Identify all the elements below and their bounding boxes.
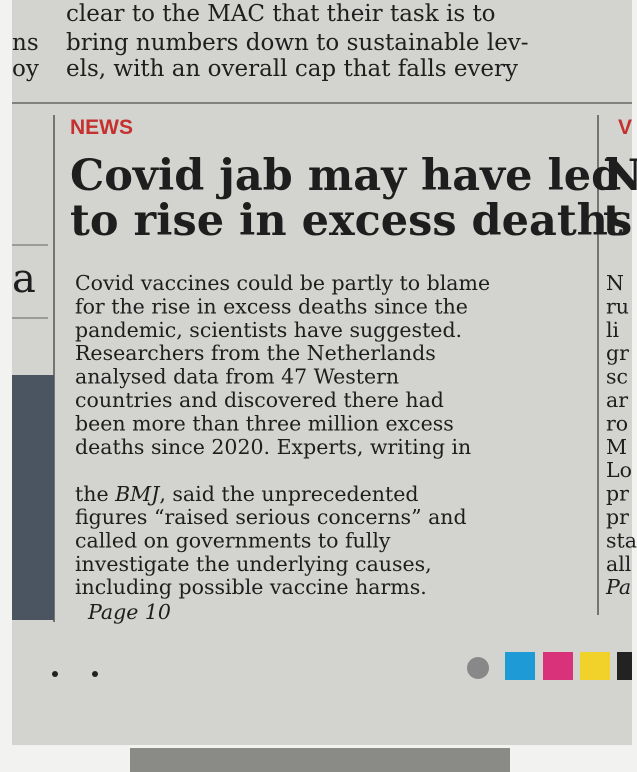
color-bar	[543, 652, 573, 680]
fragment: sta	[606, 528, 637, 552]
fragment: V	[618, 116, 632, 139]
fragment: oy	[12, 56, 39, 82]
body-line: been more than three million excess	[75, 411, 454, 435]
fragment: a	[12, 256, 36, 302]
fragment: sc	[606, 365, 628, 389]
dot	[52, 671, 58, 677]
body-line: Covid vaccines could be partly to blame	[75, 271, 490, 295]
fragment: Pa	[605, 575, 631, 599]
fence	[130, 748, 510, 772]
fragment: Lo	[606, 458, 632, 482]
paper	[12, 0, 632, 745]
fragment: M	[606, 435, 627, 459]
section: NEWS	[70, 116, 133, 139]
text: BMJ	[114, 482, 161, 506]
body-line: figures “raised serious concerns” and	[75, 505, 467, 529]
page-ref: Page 10	[87, 600, 171, 624]
body-line: investigate the underlying causes,	[75, 552, 432, 576]
fragment: li	[606, 318, 620, 342]
headline: to rise in excess deaths	[70, 196, 632, 246]
fragment: ro	[606, 411, 628, 435]
fragment: pr	[606, 505, 629, 529]
body-line: for the rise in excess deaths since the	[75, 294, 468, 318]
fragment: pr	[606, 482, 629, 506]
fragment: ru	[606, 294, 629, 318]
body-line: analysed data from 47 Western	[75, 365, 399, 389]
top-line: clear to the MAC that their task is to	[66, 1, 496, 27]
color-bar	[617, 652, 632, 680]
top-line: els, with an overall cap that falls ever…	[66, 56, 518, 82]
color-bar	[580, 652, 610, 680]
fragment: N	[603, 151, 637, 201]
body-line: pandemic, scientists have suggested.	[75, 318, 462, 342]
fragment: ns	[12, 30, 39, 56]
body-line: deaths since 2020. Experts, writing in	[75, 435, 471, 459]
body-line: including possible vaccine harms.	[75, 575, 427, 599]
headline: Covid jab may have led	[70, 151, 621, 201]
register-dot	[467, 657, 489, 679]
top-line: bring numbers down to sustainable lev-	[66, 30, 529, 56]
body-line: called on governments to fully	[75, 528, 391, 552]
fragment: all	[606, 552, 631, 576]
fragment: ar	[606, 388, 628, 412]
fragment: t	[603, 196, 623, 246]
body-line: Researchers from the Netherlands	[75, 341, 436, 365]
fragment: gr	[606, 341, 629, 365]
dot	[92, 671, 98, 677]
text: , said the unprecedented	[159, 482, 418, 506]
body-line: the BMJ, said the unprecedented	[75, 482, 418, 506]
text: the	[75, 482, 115, 506]
color-bar	[505, 652, 535, 680]
image-edge	[12, 375, 54, 620]
fragment: N	[606, 271, 624, 295]
body-line: countries and discovered there had	[75, 388, 444, 412]
